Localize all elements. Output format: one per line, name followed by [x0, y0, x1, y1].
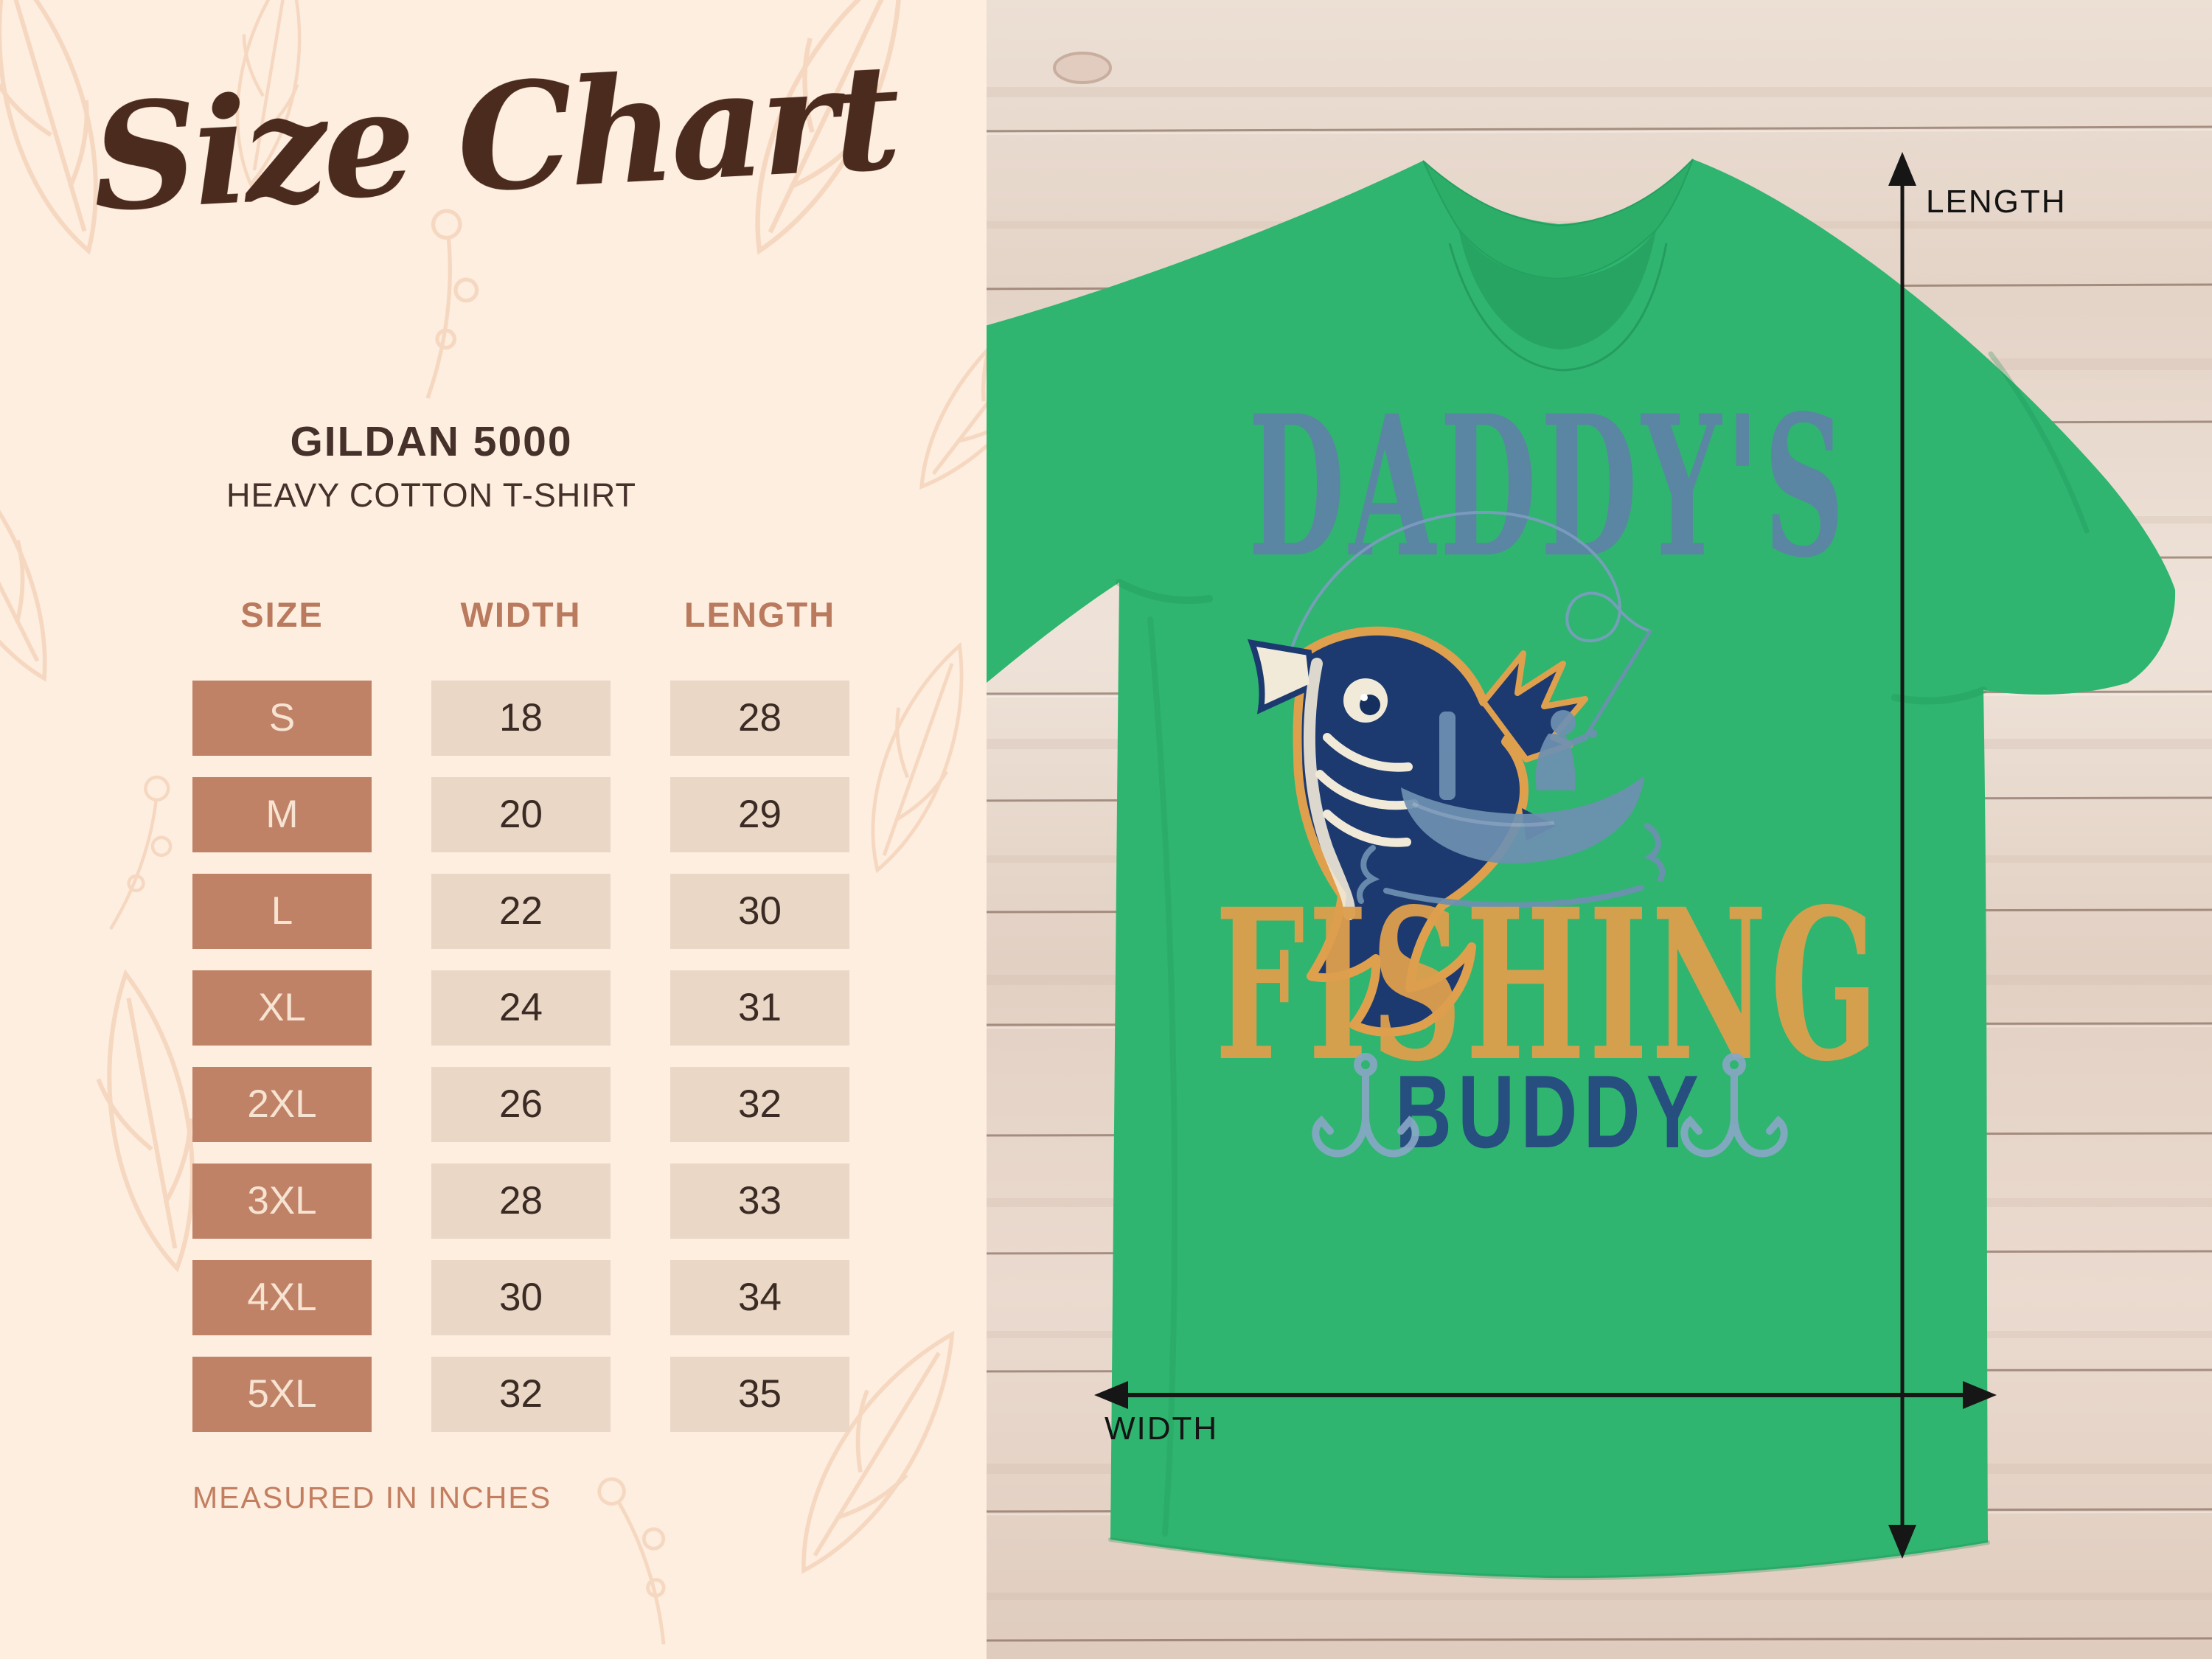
length-cell: 33 — [670, 1164, 849, 1239]
length-cell: 31 — [670, 970, 849, 1046]
width-cell: 28 — [431, 1164, 611, 1239]
width-cell: 30 — [431, 1260, 611, 1335]
fisherman-boat-icon — [1357, 629, 1666, 908]
length-cell: 28 — [670, 681, 849, 756]
table-row: XL 24 31 — [192, 970, 849, 1046]
tshirt-print-design: DADDY'S — [1215, 373, 1882, 1170]
width-cell: 20 — [431, 777, 611, 852]
table-row: 4XL 30 34 — [192, 1260, 849, 1335]
table-row: 5XL 32 35 — [192, 1357, 849, 1432]
column-header-width: WIDTH — [460, 595, 582, 634]
size-cell: M — [192, 777, 372, 852]
length-cell: 35 — [670, 1357, 849, 1432]
measurement-annotations: LENGTH WIDTH — [1094, 152, 2066, 1559]
width-cell: 32 — [431, 1357, 611, 1432]
width-cell: 22 — [431, 874, 611, 949]
tshirt-photo: DADDY'S — [959, 159, 2176, 1581]
fish-icon — [1247, 626, 1588, 1037]
fish-hook-right-icon — [1680, 1053, 1788, 1158]
length-cell: 32 — [670, 1067, 849, 1142]
fishing-line — [1285, 510, 1651, 664]
tshirt-body — [959, 159, 2176, 1579]
length-cell: 34 — [670, 1260, 849, 1335]
product-name: HEAVY COTTON T-SHIRT — [226, 476, 636, 514]
column-header-length: LENGTH — [684, 595, 836, 634]
size-cell: XL — [192, 970, 372, 1046]
size-table-header: SIZE WIDTH LENGTH — [192, 594, 849, 635]
size-chart-panel: Size Chart GILDAN 5000 HEAVY COTTON T-SH… — [0, 0, 987, 1659]
size-cell: L — [192, 874, 372, 949]
table-row: L 22 30 — [192, 874, 849, 949]
table-row: 2XL 26 32 — [192, 1067, 849, 1142]
size-cell: 3XL — [192, 1164, 372, 1239]
length-arrow — [1888, 152, 1916, 1559]
size-cell: 2XL — [192, 1067, 372, 1142]
product-subtitle: GILDAN 5000 HEAVY COTTON T-SHIRT — [0, 417, 863, 515]
brand-name: GILDAN 5000 — [290, 418, 573, 465]
size-cell: S — [192, 681, 372, 756]
table-row: S 18 28 — [192, 681, 849, 756]
design-line3-text: BUDDY — [1395, 1054, 1705, 1170]
size-cell: 4XL — [192, 1260, 372, 1335]
table-row: 3XL 28 33 — [192, 1164, 849, 1239]
length-cell: 29 — [670, 777, 849, 852]
width-cell: 24 — [431, 970, 611, 1046]
design-line1-text: DADDY'S — [1248, 373, 1848, 601]
table-row: M 20 29 — [192, 777, 849, 852]
measurement-note: MEASURED IN INCHES — [192, 1481, 552, 1514]
width-cell: 26 — [431, 1067, 611, 1142]
width-label: WIDTH — [1105, 1411, 1218, 1447]
tshirt-collar — [1422, 159, 1694, 372]
size-table: SIZE WIDTH LENGTH S 18 28 M 20 29 L 22 3… — [192, 594, 849, 1453]
design-line2-text: FISHING — [1215, 863, 1882, 1107]
column-header-size: SIZE — [240, 595, 324, 634]
length-cell: 30 — [670, 874, 849, 949]
width-arrow — [1094, 1381, 1997, 1409]
fish-hook-left-icon — [1312, 1053, 1419, 1158]
width-cell: 18 — [431, 681, 611, 756]
wood-knot — [1053, 52, 1112, 84]
size-cell: 5XL — [192, 1357, 372, 1432]
length-label: LENGTH — [1926, 184, 2066, 220]
